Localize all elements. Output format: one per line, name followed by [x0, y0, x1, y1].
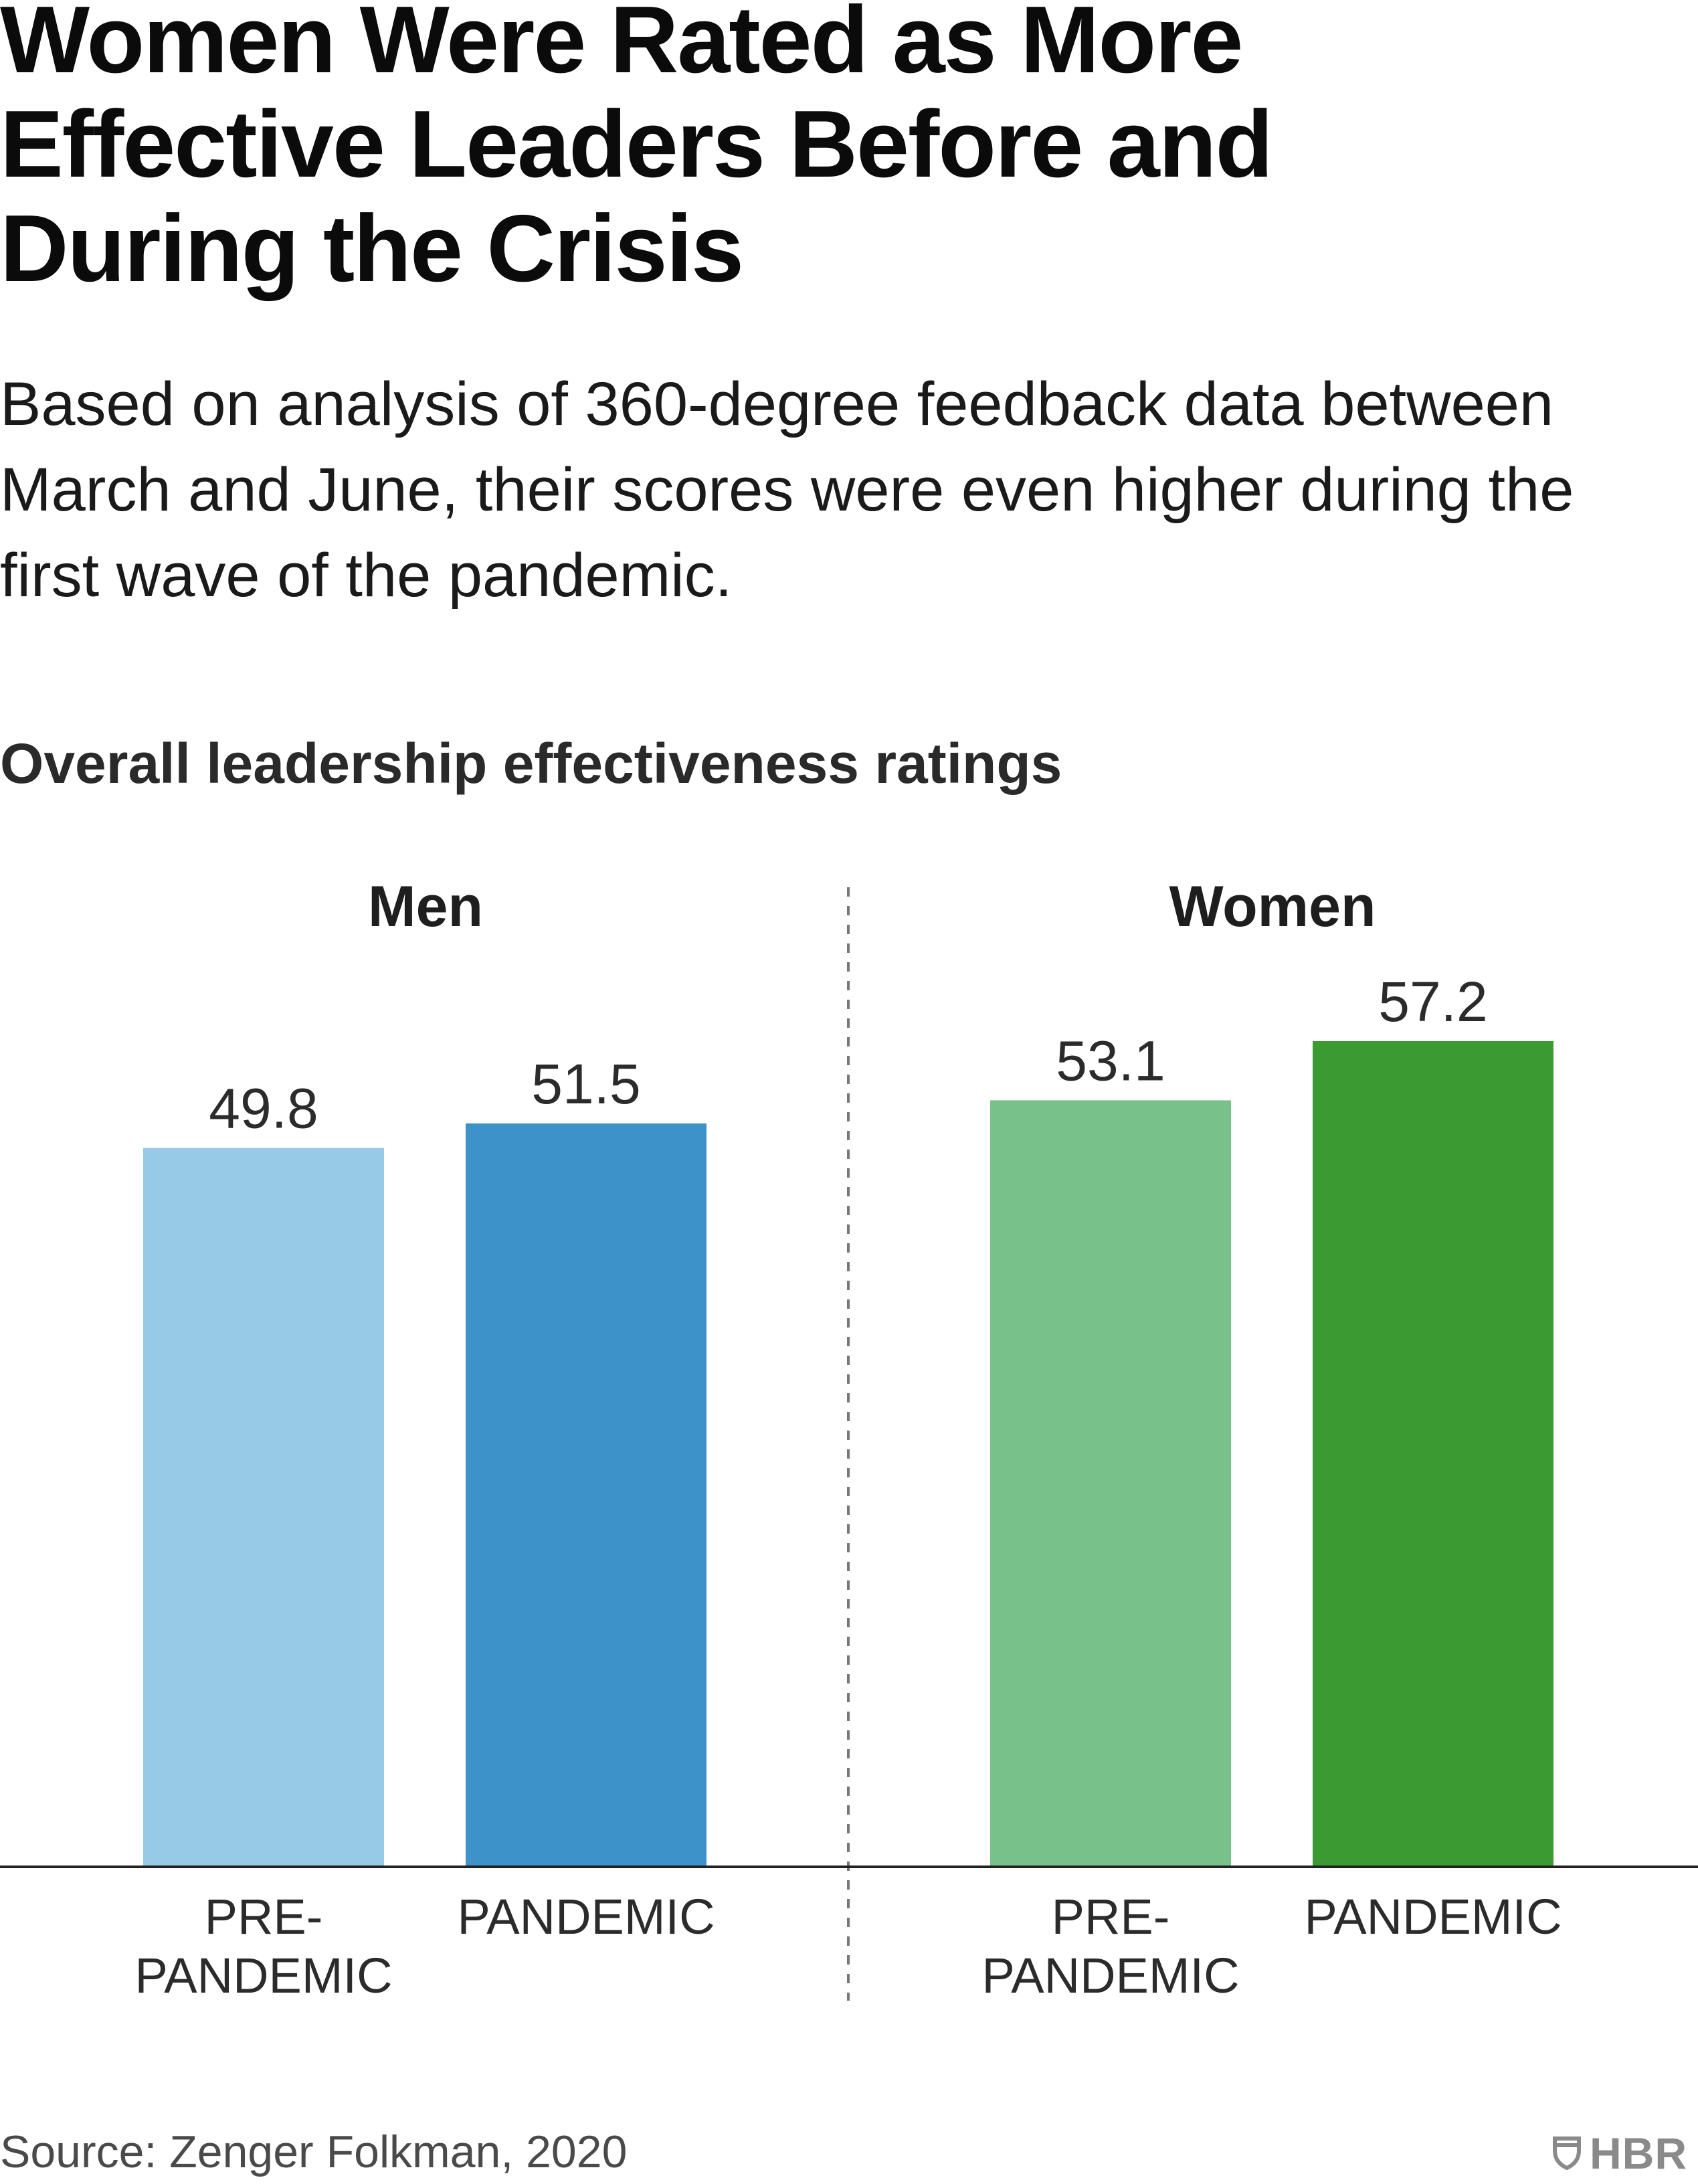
hbr-logo: HBR [1552, 2128, 1687, 2179]
category-label-women-0: PRE-PANDEMIC [981, 1889, 1239, 2003]
category-label-men-0: PRE-PANDEMIC [134, 1889, 392, 2003]
bar-chart: Men 49.8 PRE-PANDEMIC 51.5 PANDEMIC Women 53.1… [0, 875, 1698, 2003]
data-label-women-1: 57.2 [1378, 970, 1488, 1033]
data-label-men-1: 51.5 [531, 1053, 641, 1115]
data-label-men-0: 49.8 [209, 1077, 318, 1140]
bar-women-1 [1313, 1041, 1553, 1867]
chart-subtitle: Based on analysis of 360-degree feedback… [0, 370, 1574, 610]
shield-icon [1553, 2136, 1581, 2171]
hbr-logo-text: HBR [1590, 2128, 1687, 2178]
group-label-women: Women [1169, 875, 1376, 939]
category-label-men-1: PANDEMIC [457, 1889, 715, 1944]
chart-title-heading: Women Were Rated as More Effective Leade… [0, 0, 1273, 302]
category-label-women-1: PANDEMIC [1304, 1889, 1562, 1944]
bar-women-0 [990, 1100, 1231, 1867]
bar-men-1 [466, 1123, 706, 1867]
bar-men-0 [143, 1148, 384, 1867]
group-label-men: Men [368, 875, 483, 939]
data-label-women-0: 53.1 [1056, 1029, 1165, 1092]
source-note: Source: Zenger Folkman, 2020 [0, 2126, 628, 2177]
chart-label: Overall leadership effectiveness ratings [0, 732, 1062, 795]
